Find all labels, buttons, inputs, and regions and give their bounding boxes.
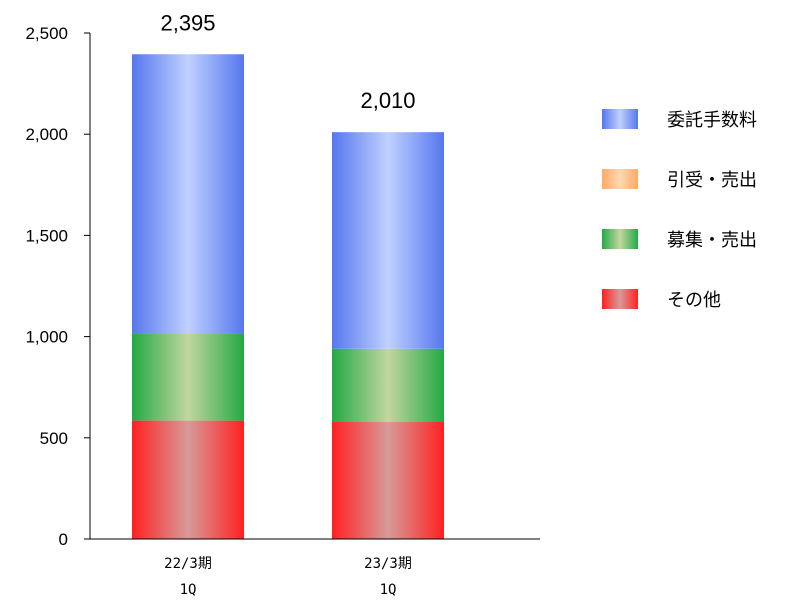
- y-tick-label: 2,000: [25, 125, 68, 144]
- legend-swatch: [602, 229, 638, 249]
- y-tick-label: 0: [59, 530, 68, 549]
- legend-label: 委託手数料: [667, 110, 757, 131]
- bar-segment: [132, 54, 244, 334]
- total-labels: 2,395 2,010: [160, 10, 415, 113]
- legend-swatch: [602, 109, 638, 129]
- legend-label: 引受・売出: [667, 170, 757, 191]
- total-label: 2,395: [160, 10, 215, 35]
- legend-swatch: [602, 289, 638, 309]
- bar-segment: [132, 333, 244, 421]
- y-tick-label: 1,000: [25, 328, 68, 347]
- legend-label: 募集・売出: [667, 230, 757, 251]
- y-tick-label: 1,500: [25, 226, 68, 245]
- y-axis-ticks: 0 500 1,000 1,500 2,000 2,500: [25, 24, 90, 549]
- legend-swatch: [602, 169, 638, 189]
- x-tick-label: 23/3期: [364, 556, 412, 572]
- total-label: 2,010: [360, 88, 415, 113]
- legend-label: その他: [667, 290, 721, 311]
- bar-segment: [132, 420, 244, 539]
- x-tick-label: 1Q: [180, 582, 197, 598]
- bar-segment: [332, 348, 444, 423]
- x-axis-labels: 22/3期 1Q 23/3期 1Q: [164, 556, 412, 598]
- bar-segment: [332, 132, 444, 349]
- y-tick-label: 2,500: [25, 24, 68, 43]
- x-tick-label: 22/3期: [164, 556, 212, 572]
- y-tick-label: 500: [40, 429, 68, 448]
- bars-group: [132, 54, 444, 539]
- bar-segment: [332, 422, 444, 539]
- x-tick-label: 1Q: [380, 582, 397, 598]
